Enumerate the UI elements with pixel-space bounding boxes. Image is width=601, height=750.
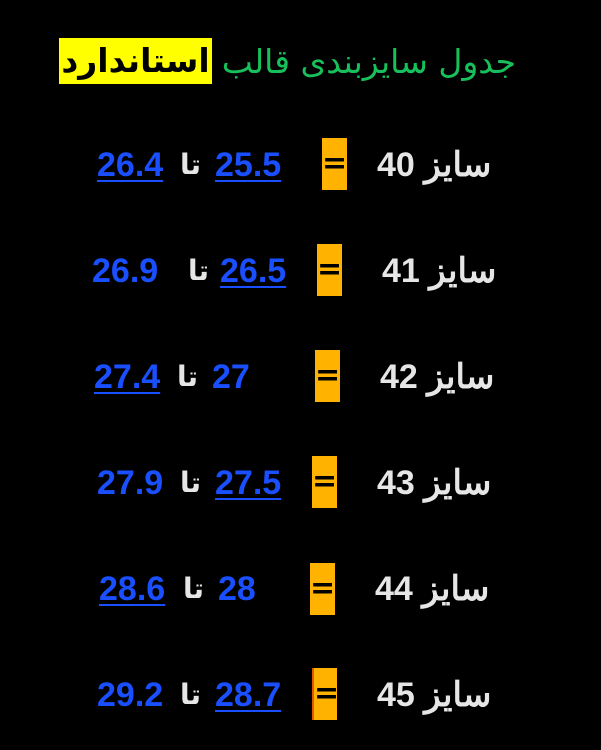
equals-box: = bbox=[317, 244, 342, 296]
equals-box: = bbox=[312, 456, 337, 508]
equals-box: = bbox=[312, 668, 339, 720]
range-to: 29.2 bbox=[97, 676, 164, 714]
range-to-link[interactable]: 26.4 bbox=[97, 146, 164, 184]
size-label: سایز 44 bbox=[375, 570, 490, 608]
range-to-link[interactable]: 27.4 bbox=[94, 358, 161, 396]
range-from-link[interactable]: 25.5 bbox=[215, 146, 282, 184]
size-label: سایز 42 bbox=[380, 358, 495, 396]
size-row-40: 26.4 تا 25.5 = سایز 40 bbox=[0, 137, 601, 197]
to-word: تا bbox=[180, 678, 202, 711]
size-label: سایز 41 bbox=[382, 252, 497, 290]
title-text: جدول سایزبندی قالب bbox=[221, 41, 516, 81]
range-from: 27 bbox=[212, 358, 250, 396]
range-from-link[interactable]: 26.5 bbox=[220, 252, 287, 290]
equals-box: = bbox=[315, 350, 340, 402]
title-highlight: استاندارد bbox=[59, 38, 212, 84]
range-from-link[interactable]: 28.7 bbox=[215, 676, 282, 714]
equals-box: = bbox=[310, 563, 335, 615]
range-to: 27.9 bbox=[97, 464, 164, 502]
size-row-42: 27.4 تا 27 = سایز 42 bbox=[0, 349, 601, 409]
size-label: سایز 43 bbox=[377, 464, 492, 502]
to-word: تا bbox=[188, 254, 210, 287]
size-label: سایز 40 bbox=[377, 146, 492, 184]
page-title: جدول سایزبندی قالب استاندارد bbox=[59, 38, 516, 84]
to-word: تا bbox=[180, 466, 202, 499]
to-word: تا bbox=[180, 148, 202, 181]
range-to-link[interactable]: 28.6 bbox=[99, 570, 166, 608]
to-word: تا bbox=[177, 360, 199, 393]
size-label: سایز 45 bbox=[377, 676, 492, 714]
size-row-45: 29.2 تا 28.7 = سایز 45 bbox=[0, 667, 601, 727]
equals-box: = bbox=[322, 138, 347, 190]
range-from: 28 bbox=[218, 570, 256, 608]
to-word: تا bbox=[183, 572, 205, 605]
range-from-link[interactable]: 27.5 bbox=[215, 464, 282, 502]
size-row-43: 27.9 تا 27.5 = سایز 43 bbox=[0, 455, 601, 515]
size-row-44: 28.6 تا 28 = سایز 44 bbox=[0, 561, 601, 621]
size-row-41: 26.9 تا 26.5 = سایز 41 bbox=[0, 243, 601, 303]
range-to: 26.9 bbox=[92, 252, 159, 290]
